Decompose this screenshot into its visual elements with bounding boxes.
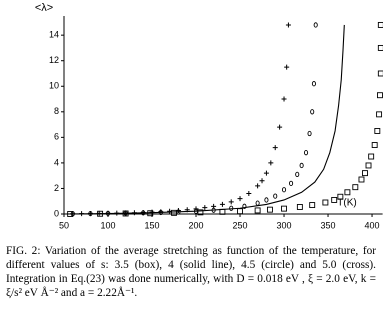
square-marker — [377, 70, 383, 77]
square-marker — [337, 193, 344, 200]
cross-marker — [219, 201, 225, 207]
square-marker — [371, 142, 378, 148]
cross-marker — [79, 211, 85, 217]
square-marker — [377, 92, 383, 99]
circle-marker — [289, 180, 294, 186]
square-marker — [365, 162, 372, 169]
circle-marker — [264, 197, 269, 203]
square-marker — [322, 199, 329, 206]
cross-marker — [193, 206, 199, 212]
figure-caption: FIG. 2: Variation of the average stretch… — [6, 245, 376, 299]
cross-marker — [96, 210, 102, 216]
cross-marker — [184, 207, 190, 213]
y-tick-label: 14 — [49, 30, 59, 40]
circle-marker — [255, 200, 260, 206]
cross-marker — [114, 210, 120, 216]
cross-marker — [70, 211, 76, 217]
square-marker — [281, 205, 287, 212]
cross-marker — [263, 170, 269, 176]
cross-marker — [228, 199, 234, 205]
y-tick-label: 0 — [54, 208, 59, 218]
data-line — [63, 24, 345, 215]
circle-marker — [299, 162, 304, 169]
square-marker — [344, 189, 351, 196]
cross-marker — [131, 210, 137, 216]
cross-marker — [175, 208, 181, 214]
square-marker — [237, 208, 243, 215]
cross-marker — [277, 124, 283, 130]
square-marker — [254, 207, 261, 214]
x-tick-label: 50 — [59, 220, 69, 230]
square-marker — [358, 176, 365, 183]
square-marker — [331, 196, 338, 203]
x-tick-label: 150 — [144, 220, 159, 230]
circle-marker — [281, 187, 287, 193]
cross-marker — [211, 203, 217, 209]
x-tick-label: 350 — [321, 220, 336, 230]
cross-marker — [281, 96, 287, 102]
square-marker — [309, 202, 316, 209]
square-marker — [368, 153, 375, 160]
circle-marker — [273, 193, 278, 199]
square-marker — [266, 206, 273, 213]
x-tick-label: 100 — [100, 220, 115, 230]
x-tick-label: 250 — [233, 220, 248, 230]
circle-marker — [303, 150, 309, 156]
circle-marker — [313, 22, 318, 28]
square-marker — [374, 128, 381, 134]
x-tick-label: 400 — [365, 220, 380, 230]
cross-marker — [123, 210, 129, 216]
square-marker — [352, 184, 359, 191]
cross-marker — [158, 209, 164, 215]
x-tick-label: 300 — [277, 220, 292, 230]
square-marker — [376, 111, 383, 118]
square-marker — [377, 44, 383, 51]
circle-marker — [295, 171, 300, 178]
cross-marker — [246, 191, 252, 197]
y-tick-label: 4 — [54, 157, 59, 167]
cross-marker — [140, 209, 146, 215]
cross-marker — [202, 205, 208, 211]
square-marker — [362, 170, 368, 177]
chart: <λ> T(K) 0 2 4 6 8 10 12 14 50 100 150 200 250 300 350… — [35, 2, 383, 230]
y-tick-label: 8 — [54, 106, 59, 116]
y-tick-label: 2 — [54, 183, 59, 193]
cross-marker — [255, 183, 261, 189]
cross-marker — [237, 196, 243, 202]
x-axis-label: T(K) — [337, 198, 356, 209]
cross-marker — [149, 209, 155, 215]
circle-marker — [229, 205, 234, 211]
cross-marker — [284, 64, 290, 70]
y-tick-label: 10 — [49, 81, 59, 91]
cross-marker — [105, 210, 111, 216]
cross-marker — [272, 145, 278, 151]
circle-marker — [307, 130, 312, 137]
y-axis-label: <λ> — [35, 2, 53, 14]
circle-marker — [310, 109, 315, 115]
y-tick-label: 6 — [54, 132, 59, 142]
circle-marker — [242, 203, 247, 209]
cross-marker — [259, 178, 265, 184]
circle-marker — [311, 81, 317, 87]
square-marker — [377, 21, 383, 28]
x-tick-label: 200 — [189, 220, 204, 230]
cross-marker — [87, 210, 93, 216]
square-marker — [171, 209, 177, 216]
cross-marker — [167, 208, 173, 214]
y-tick-label: 12 — [49, 55, 59, 65]
cross-marker — [285, 22, 291, 28]
square-marker — [296, 204, 303, 210]
cross-marker — [268, 160, 274, 166]
